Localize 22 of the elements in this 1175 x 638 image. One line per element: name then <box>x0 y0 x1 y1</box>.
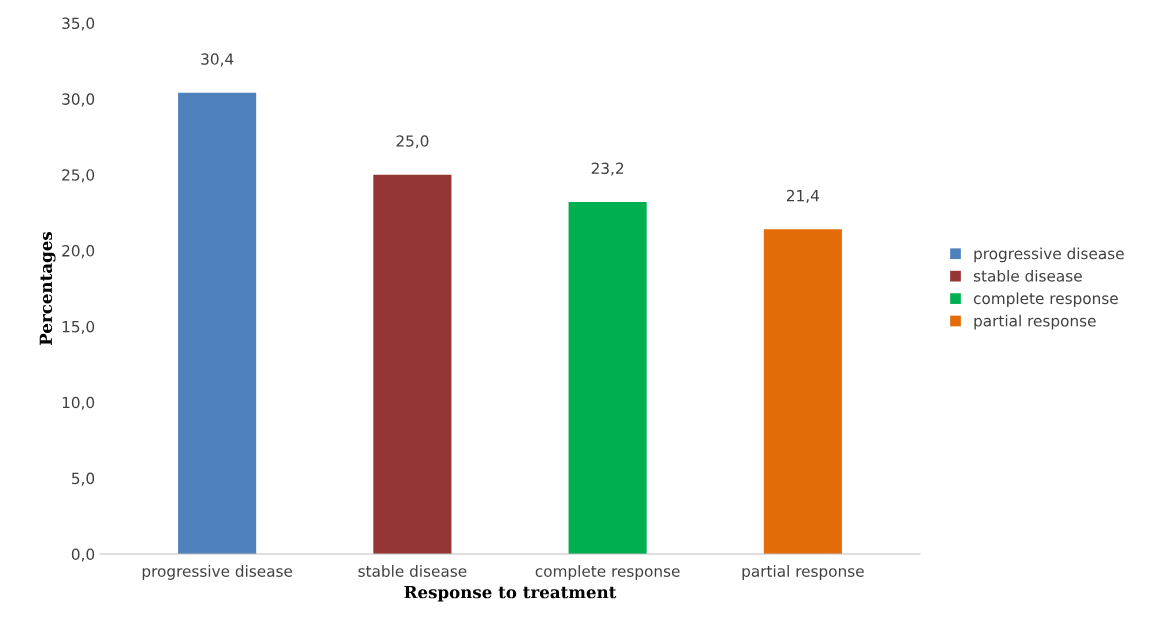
legend-label: stable disease <box>973 269 1082 282</box>
y-tick-label: 30,0 <box>62 93 95 107</box>
legend-label: progressive disease <box>974 247 1124 263</box>
x-tick-label: partial response <box>742 565 864 580</box>
y-tick-label: 20,0 <box>62 245 95 259</box>
y-tick-label: 0,0 <box>71 548 95 562</box>
data-label: 21,4 <box>786 189 820 203</box>
legend-label: complete response <box>973 292 1118 308</box>
y-axis-title: Percentages <box>39 231 56 345</box>
y-tick-label: 10,0 <box>62 396 95 410</box>
y-tick-label: 35,0 <box>62 17 95 31</box>
x-tick-label: stable disease <box>358 565 467 577</box>
data-label: 23,2 <box>591 162 624 176</box>
data-label: 30,4 <box>201 53 234 67</box>
y-tick-label: 5,0 <box>72 472 95 486</box>
legend-label: partial response <box>974 314 1096 330</box>
y-tick-label: 25,0 <box>62 169 95 183</box>
data-label: 25,0 <box>396 135 429 149</box>
x-axis-title: Response to treatment <box>404 585 617 602</box>
x-tick-label: complete response <box>535 565 680 580</box>
y-tick-label: 15,0 <box>62 320 95 335</box>
x-tick-label: progressive disease <box>142 565 293 580</box>
